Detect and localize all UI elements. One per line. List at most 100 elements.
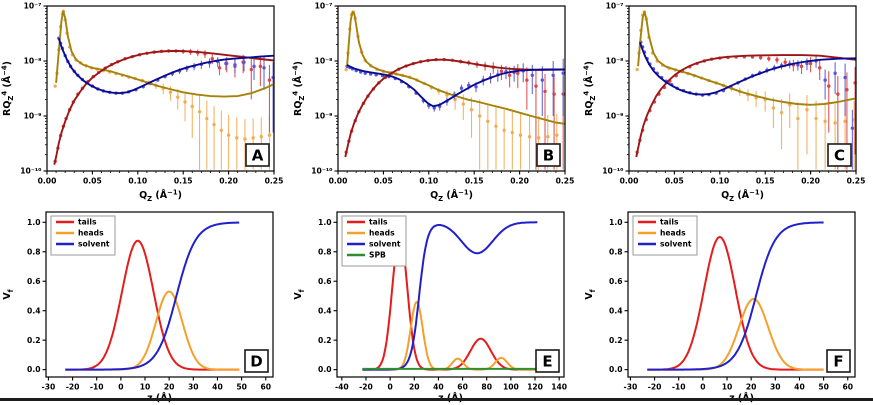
svg-text:0.05: 0.05 [374,177,393,186]
solvent-curve [647,221,824,371]
red-fit-line [344,58,566,158]
blue-fit-line [346,64,565,108]
heads-curve [647,298,824,371]
gold-fit-line [637,10,857,106]
solvent-curve [65,221,240,371]
svg-text:30: 30 [188,383,199,392]
svg-text:120: 120 [527,383,543,392]
plot-frame [336,211,565,378]
y-axis-label: RQZ4 (Å−4) [292,61,306,116]
blue-fit-line [57,37,275,95]
svg-text:0.6: 0.6 [318,277,331,286]
svg-text:30: 30 [770,383,781,392]
svg-text:0.4: 0.4 [27,306,40,315]
legend-label-solvent: solvent [660,240,692,249]
plot-frame [627,211,856,378]
svg-text:0: 0 [700,383,705,392]
window-bottom-edge [0,398,873,401]
x-axis-label: QZ (Å−1) [721,189,764,202]
svg-text:20: 20 [164,383,175,392]
svg-text:-10: -10 [672,383,686,392]
legend-label-tails: tails [78,218,97,227]
svg-text:0.20: 0.20 [510,177,529,186]
svg-text:0.25: 0.25 [847,177,866,186]
plot-frame [337,5,566,172]
svg-text:40: 40 [212,383,223,392]
tails-curve [647,236,824,371]
svg-text:0.25: 0.25 [265,177,284,186]
svg-text:50: 50 [236,383,247,392]
svg-text:10: 10 [140,383,151,392]
gold-fit-line [55,10,275,98]
svg-text:0.10: 0.10 [419,177,438,186]
svg-text:0.8: 0.8 [27,247,40,256]
svg-text:0.2: 0.2 [27,336,40,345]
legend-label-SPB: SPB [369,251,386,260]
blue-fit-line [639,41,857,96]
svg-text:0.6: 0.6 [609,277,622,286]
y-axis-label: Vf [2,288,15,299]
gold-fit-line [346,10,566,125]
tails-curve [65,239,240,371]
svg-text:0.15: 0.15 [174,177,193,186]
series [647,221,824,371]
legend-label-heads: heads [660,229,686,238]
panel-label-E: E [535,349,560,373]
svg-text:10⁻¹⁰: 10⁻¹⁰ [20,167,42,176]
svg-text:0: 0 [118,383,123,392]
svg-text:-20: -20 [66,383,80,392]
y-axis-label: Vf [584,288,597,299]
svg-text:0.4: 0.4 [609,306,622,315]
svg-text:-30: -30 [42,383,56,392]
svg-text:B: B [543,147,554,165]
svg-text:60: 60 [260,383,271,392]
axes: -30 -20 -10 0 10 20 30 40 50 60 0.0 0.2 0.4 0.6 0.8 1.0 [27,218,271,392]
svg-text:F: F [833,353,843,371]
legend: tails heads solvent [50,215,116,256]
svg-text:A: A [252,147,264,165]
svg-text:1.0: 1.0 [609,218,622,227]
svg-text:0.0: 0.0 [27,365,40,374]
panel-A: 0.00 0.05 0.10 0.15 0.20 0.25 10⁻⁷ 10⁻⁸ 10⁻⁹ 10⁻¹… [1,2,284,202]
svg-text:1.0: 1.0 [27,218,40,227]
svg-text:50: 50 [818,383,829,392]
svg-text:20: 20 [746,383,757,392]
svg-text:10⁻¹⁰: 10⁻¹⁰ [311,167,333,176]
svg-text:0.05: 0.05 [665,177,684,186]
svg-text:0.2: 0.2 [318,336,331,345]
svg-text:D: D [250,353,262,371]
svg-text:0.00: 0.00 [38,177,57,186]
svg-text:0.8: 0.8 [318,247,331,256]
panel-label-D: D [244,349,269,373]
svg-text:0.15: 0.15 [465,177,484,186]
plot-frame [46,5,275,172]
svg-text:10⁻⁷: 10⁻⁷ [24,2,42,11]
legend-label-solvent: solvent [78,240,110,249]
svg-text:0.0: 0.0 [318,365,331,374]
svg-text:10: 10 [722,383,733,392]
svg-text:0.20: 0.20 [219,177,238,186]
svg-text:60: 60 [457,383,468,392]
plot-frame [45,211,274,378]
svg-text:0.10: 0.10 [710,177,729,186]
panel-B: 0.00 0.05 0.10 0.15 0.20 0.25 10⁻⁷ 10⁻⁸ 10⁻⁹ 10⁻¹… [292,2,575,202]
svg-text:-30: -30 [624,383,638,392]
svg-text:40: 40 [433,383,444,392]
svg-text:0.0: 0.0 [609,365,622,374]
svg-text:10⁻⁸: 10⁻⁸ [315,57,333,66]
svg-text:0.4: 0.4 [318,306,331,315]
svg-text:0.20: 0.20 [801,177,820,186]
panel-label-B: B [536,143,561,167]
svg-text:-40: -40 [335,383,349,392]
svg-text:10⁻⁸: 10⁻⁸ [24,57,42,66]
svg-text:0.25: 0.25 [556,177,575,186]
axes: 0.00 0.05 0.10 0.15 0.20 0.25 10⁻⁷ 10⁻⁸ 10⁻⁹ 10⁻¹… [20,2,283,186]
svg-text:100: 100 [503,383,519,392]
svg-text:E: E [542,353,552,371]
panel-C: 0.00 0.05 0.10 0.15 0.20 0.25 10⁻⁷ 10⁻⁸ 10⁻⁹ 10⁻¹… [583,2,866,202]
axes: -30 -20 -10 0 10 20 30 40 50 60 0.0 0.2 0.4 0.6 0.8 1.0 [609,218,853,392]
svg-text:-20: -20 [648,383,662,392]
svg-text:0.15: 0.15 [756,177,775,186]
svg-text:1.0: 1.0 [318,218,331,227]
